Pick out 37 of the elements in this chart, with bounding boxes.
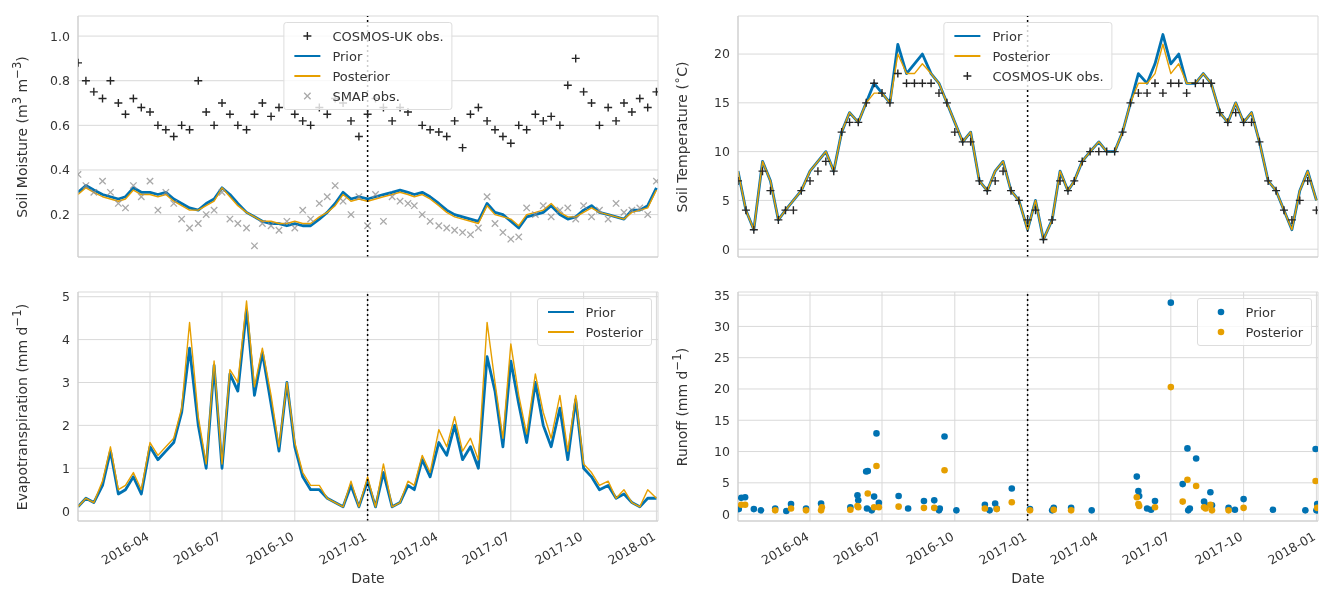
legend-label: Posterior bbox=[332, 68, 390, 84]
y-tick-label: 15 bbox=[714, 412, 730, 428]
y-tick-label: 0 bbox=[722, 506, 731, 522]
y-tick-label: 20 bbox=[714, 46, 731, 62]
legend-label: Prior bbox=[1245, 304, 1276, 320]
y-tick-label: 0.6 bbox=[50, 117, 71, 133]
y-tick-label: 1 bbox=[62, 460, 70, 476]
legend-label: Posterior bbox=[1245, 324, 1303, 340]
y-tick-label: 1.0 bbox=[50, 28, 71, 44]
y-tick-label: 30 bbox=[714, 318, 731, 334]
y-tick-label: 3 bbox=[62, 374, 70, 390]
y-tick-label: 2 bbox=[62, 417, 70, 433]
y-tick-label: 10 bbox=[714, 443, 731, 459]
legend-label: SMAP obs. bbox=[332, 88, 400, 104]
y-tick-label: 0.4 bbox=[50, 162, 71, 178]
y-tick-label: 0.8 bbox=[50, 73, 71, 89]
legend-label: Posterior bbox=[992, 48, 1050, 64]
y-tick-label: 10 bbox=[714, 144, 731, 160]
y-tick-label: 5 bbox=[722, 192, 730, 208]
y-tick-label: 4 bbox=[62, 332, 71, 348]
legend-label: COSMOS-UK obs. bbox=[332, 28, 444, 44]
y-tick-label: 0 bbox=[62, 503, 71, 519]
y-tick-label: 5 bbox=[62, 289, 70, 305]
legend-label: COSMOS-UK obs. bbox=[992, 68, 1104, 84]
legend-label: Prior bbox=[332, 48, 363, 64]
y-tick-label: 0 bbox=[722, 241, 731, 257]
y-tick-label: 25 bbox=[714, 350, 730, 366]
x-axis-title: Date bbox=[1011, 570, 1045, 586]
y-tick-label: 35 bbox=[714, 287, 730, 303]
legend-label: Prior bbox=[585, 304, 616, 320]
y-tick-label: 20 bbox=[714, 381, 731, 397]
y-tick-label: 5 bbox=[722, 475, 730, 491]
x-axis-title: Date bbox=[351, 570, 385, 586]
legend-label: Posterior bbox=[585, 324, 643, 340]
y-tick-label: 15 bbox=[714, 95, 730, 111]
legend-label: Prior bbox=[992, 28, 1023, 44]
y-tick-label: 0.2 bbox=[50, 207, 70, 223]
